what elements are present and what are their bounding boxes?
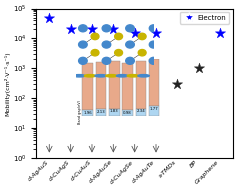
- Legend: Electron: Electron: [180, 12, 229, 24]
- Point: [218, 32, 222, 35]
- Point: [111, 28, 115, 31]
- Point: [69, 28, 73, 31]
- Point: [175, 82, 179, 85]
- Point: [154, 32, 158, 35]
- Point: [133, 32, 137, 35]
- Point: [90, 28, 94, 31]
- Y-axis label: Mobility(cm²·V⁻¹·s⁻¹): Mobility(cm²·V⁻¹·s⁻¹): [4, 51, 10, 115]
- Point: [47, 16, 51, 19]
- Point: [197, 67, 201, 70]
